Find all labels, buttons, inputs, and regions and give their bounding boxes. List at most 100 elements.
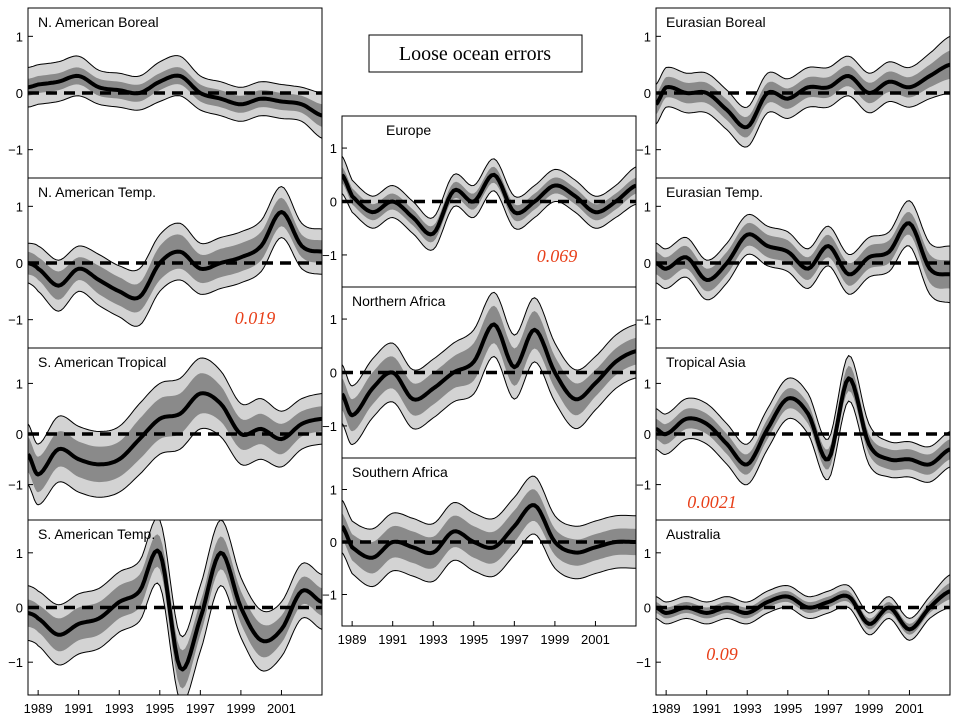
panel-n-american-boreal: −1 0 1 N. American Boreal xyxy=(8,7,323,179)
outer-band-lower-edge xyxy=(28,582,322,695)
y-tick-label: 0 xyxy=(16,86,23,101)
y-tick-label: −1 xyxy=(322,419,337,434)
y-tick-label: 1 xyxy=(644,546,651,561)
plot-area xyxy=(342,475,636,588)
mean-line xyxy=(656,221,950,282)
y-tick-label: −1 xyxy=(322,248,337,263)
panel-title: Europe xyxy=(386,122,431,138)
x-tick-label: 1989 xyxy=(24,701,53,716)
panel-northern-africa: −1 0 1 Northern Africa xyxy=(322,286,637,459)
panel-title: S. American Temp. xyxy=(38,526,155,542)
annotation-value: 0.0021 xyxy=(687,492,737,512)
panel-southern-africa: −1 0 1 1989 1991 1993 1995 1997 1999 2001 Southern… xyxy=(322,457,637,647)
y-tick-label: 1 xyxy=(16,29,23,44)
panel-title: Tropical Asia xyxy=(666,354,746,370)
y-tick-label: −1 xyxy=(636,478,651,493)
y-tick-label: 0 xyxy=(330,195,337,210)
x-tick-label: 1995 xyxy=(459,632,488,647)
x-tick-label: 1991 xyxy=(64,701,93,716)
outer-band-lower-edge xyxy=(656,606,950,641)
outer-band-upper-edge xyxy=(656,354,950,448)
outer-band-upper-edge xyxy=(28,357,322,445)
outer-band-lower-edge xyxy=(342,355,636,446)
plot-area xyxy=(28,185,322,327)
panel-title: N. American Boreal xyxy=(38,14,159,30)
y-tick-label: −1 xyxy=(322,588,337,603)
y-tick-label: −1 xyxy=(8,655,23,670)
inner-band xyxy=(342,489,636,574)
mean-line xyxy=(28,391,322,477)
y-tick-label: −1 xyxy=(8,143,23,158)
x-tick-label: 1995 xyxy=(773,701,802,716)
y-tick-label: 1 xyxy=(16,199,23,214)
annotation-value: 0.069 xyxy=(537,246,578,266)
mean-line xyxy=(656,376,950,467)
panel-tropical-asia: −1 0 1 Tropical Asia 0.0021 xyxy=(636,347,951,521)
x-tick-label: 1993 xyxy=(733,701,762,716)
panel-title: Eurasian Boreal xyxy=(666,14,766,30)
y-tick-label: 0 xyxy=(16,601,23,616)
mean-line xyxy=(656,589,950,632)
y-tick-label: 1 xyxy=(330,141,337,156)
outer-band-upper-edge xyxy=(28,520,322,638)
outer-band-lower-edge xyxy=(28,236,322,327)
panel-australia: −1 0 1 1989 1991 1993 1995 1997 1999 2001 Australi… xyxy=(636,519,951,716)
y-tick-label: 1 xyxy=(16,376,23,391)
figure-title-box: Loose ocean errors xyxy=(368,34,583,73)
x-tick-label: 1995 xyxy=(145,701,174,716)
x-tick-label: 1999 xyxy=(540,632,569,647)
panel-s-american-tropical: −1 0 1 S. American Tropical xyxy=(8,347,323,521)
x-tick-label: 2001 xyxy=(267,701,296,716)
plot-area xyxy=(656,200,950,304)
plot-area xyxy=(342,155,636,251)
panel-title: Eurasian Temp. xyxy=(666,184,763,200)
x-tick-label: 1999 xyxy=(226,701,255,716)
plot-area xyxy=(28,520,322,695)
outer-band-lower-edge xyxy=(656,400,950,486)
panel-title: S. American Tropical xyxy=(38,354,166,370)
y-tick-label: 1 xyxy=(644,376,651,391)
mean-line xyxy=(342,322,636,418)
outer-band xyxy=(28,55,322,139)
panel-n-american-temp-: −1 0 1 N. American Temp. 0.019 xyxy=(8,177,323,349)
mean-line xyxy=(28,73,322,118)
panels: −1 0 1 N. American Boreal −1 0 1 N. American Te… xyxy=(8,7,951,716)
panel-eurasian-temp-: −1 0 1 Eurasian Temp. xyxy=(636,177,951,349)
y-tick-label: 1 xyxy=(330,483,337,498)
y-tick-label: 1 xyxy=(16,546,23,561)
y-tick-label: −1 xyxy=(8,313,23,328)
plot-area xyxy=(656,354,950,486)
x-tick-label: 1993 xyxy=(105,701,134,716)
plot-area xyxy=(656,574,950,641)
y-tick-label: 0 xyxy=(330,366,337,381)
y-tick-label: 0 xyxy=(644,427,651,442)
y-tick-label: −1 xyxy=(636,655,651,670)
x-tick-label: 1997 xyxy=(814,701,843,716)
plot-area xyxy=(342,291,636,446)
plot-area xyxy=(656,35,950,148)
x-tick-label: 2001 xyxy=(895,701,924,716)
x-tick-label: 1997 xyxy=(500,632,529,647)
y-tick-label: 0 xyxy=(644,256,651,271)
x-tick-label: 1999 xyxy=(854,701,883,716)
y-tick-label: 0 xyxy=(644,86,651,101)
outer-band-upper-edge xyxy=(342,475,636,530)
inner-band xyxy=(28,67,322,127)
outer-band-lower-edge xyxy=(342,190,636,251)
mean-line xyxy=(342,503,636,560)
outer-band-upper-edge xyxy=(342,155,636,219)
outer-band-upper-edge xyxy=(342,291,636,387)
x-tick-label: 1989 xyxy=(652,701,681,716)
outer-band-lower-edge xyxy=(656,245,950,304)
panel-title: Southern Africa xyxy=(352,464,448,480)
panel-eurasian-boreal: −1 0 1 Eurasian Boreal xyxy=(636,7,951,179)
outer-band-lower-edge xyxy=(28,95,322,139)
mean-line xyxy=(656,62,950,130)
plot-area xyxy=(28,55,322,139)
outer-band-upper-edge xyxy=(656,35,950,109)
figure-title: Loose ocean errors xyxy=(399,43,551,65)
y-tick-label: 1 xyxy=(644,29,651,44)
y-tick-label: 0 xyxy=(644,601,651,616)
x-tick-label: 1991 xyxy=(692,701,721,716)
mean-line xyxy=(28,210,322,301)
